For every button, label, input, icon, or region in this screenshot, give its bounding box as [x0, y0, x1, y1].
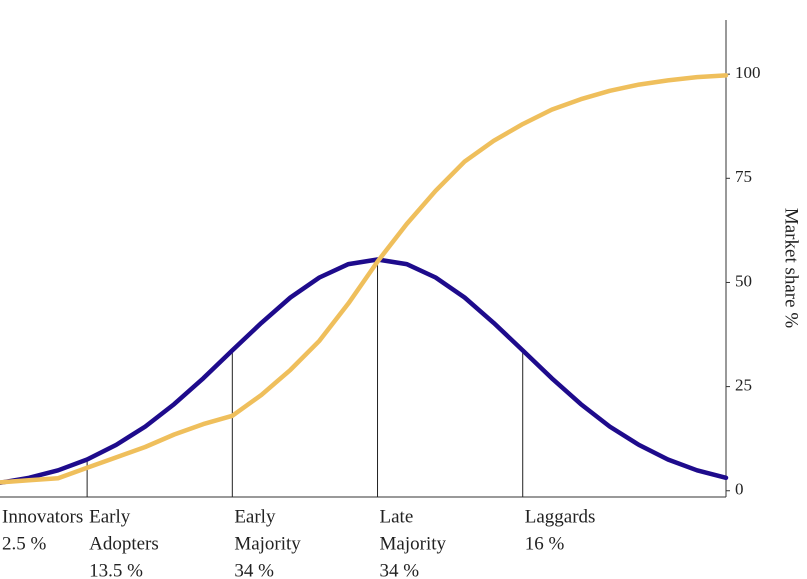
segment-share: 34 % — [234, 560, 274, 579]
segment-name: Majority — [234, 533, 301, 554]
y-tick-label: 100 — [735, 63, 761, 82]
y-axis-label: Market share % — [781, 208, 802, 328]
series-line — [0, 73, 729, 485]
segment-name: Majority — [380, 533, 447, 554]
segment-name: Early — [89, 506, 131, 527]
y-tick-label: 0 — [735, 480, 744, 499]
segment-name: Early — [234, 506, 276, 527]
y-tick-label: 75 — [735, 167, 752, 186]
series-line — [0, 257, 729, 486]
segment-name: Late — [380, 506, 414, 527]
segment-name: Laggards — [525, 506, 596, 527]
segment-name: Adopters — [89, 533, 159, 554]
segment-share: 2.5 % — [2, 533, 47, 554]
segment-share: 13.5 % — [89, 560, 143, 579]
segment-name: Innovators — [2, 506, 83, 527]
y-tick-label: 25 — [735, 376, 752, 395]
segment-share: 16 % — [525, 533, 565, 554]
y-tick-label: 50 — [735, 271, 752, 290]
segment-share: 34 % — [380, 560, 420, 579]
